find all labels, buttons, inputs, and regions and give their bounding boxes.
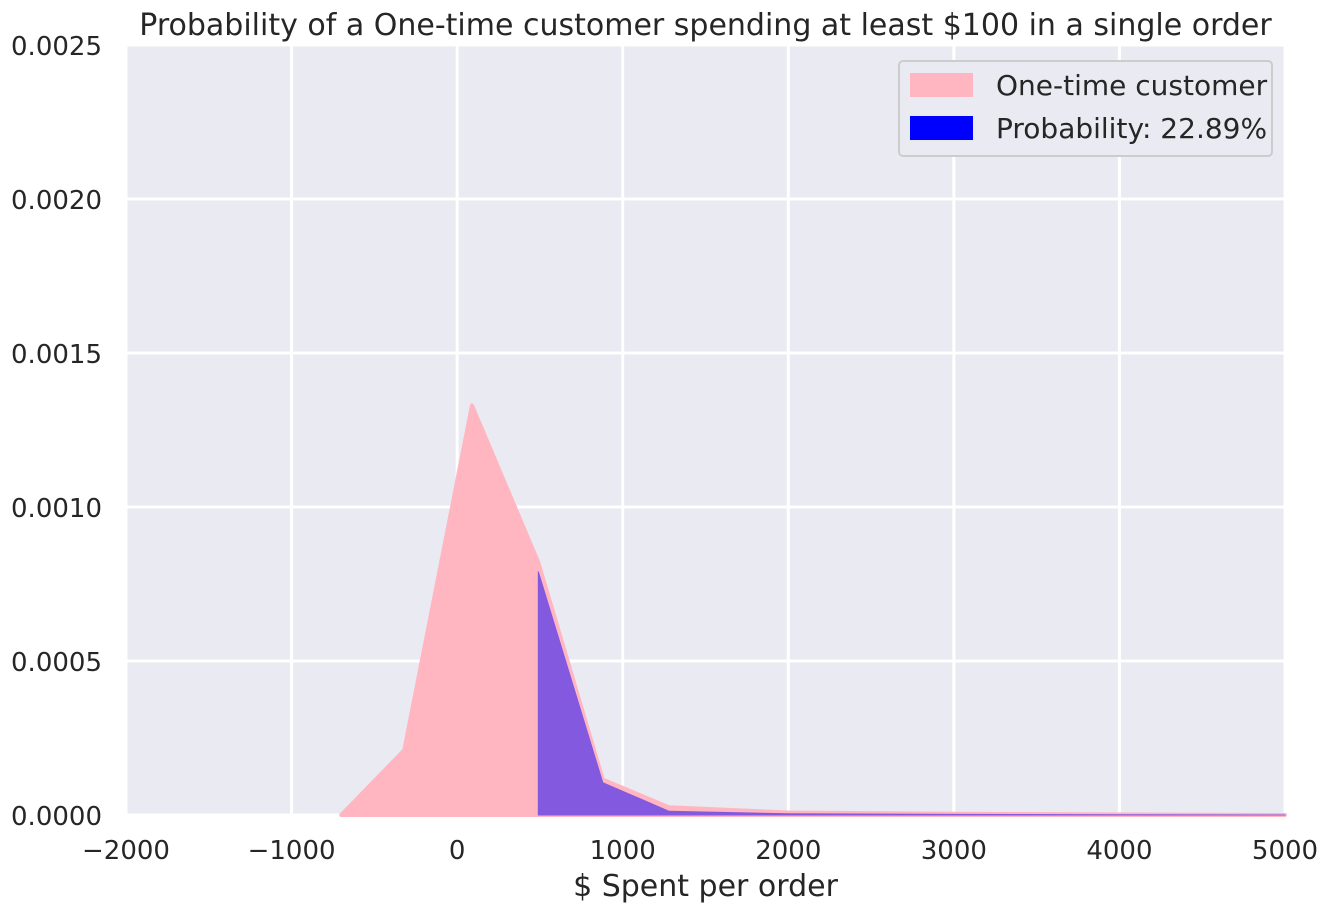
area-probability	[537, 571, 1286, 816]
grid-lines	[124, 43, 1287, 817]
x-tick-labels: −2000 −1000 0 1000 2000 3000 4000 5000	[82, 836, 1318, 866]
y-tick-label: 0.0020	[11, 186, 102, 216]
x-tick-label: 3000	[921, 836, 987, 866]
legend-box	[898, 60, 1273, 157]
y-tick-labels: 0.0000 0.0005 0.0010 0.0015 0.0020 0.0025	[11, 32, 102, 832]
x-tick-label: 2000	[755, 836, 821, 866]
legend-label-one-time-customer: One-time customer	[996, 69, 1268, 102]
y-tick-label: 0.0015	[11, 340, 102, 370]
x-tick-label: −2000	[82, 836, 170, 866]
area-series	[339, 403, 1287, 817]
x-tick-label: 5000	[1252, 836, 1318, 866]
legend: One-time customer Probability: 22.89%	[898, 60, 1273, 157]
x-tick-label: 0	[449, 836, 466, 866]
x-tick-label: 4000	[1086, 836, 1152, 866]
legend-label-probability: Probability: 22.89%	[996, 112, 1267, 145]
legend-swatch-one-time-customer	[910, 73, 973, 97]
y-tick-label: 0.0000	[11, 802, 102, 832]
y-tick-label: 0.0025	[11, 32, 102, 62]
legend-swatch-probability	[910, 116, 973, 140]
y-tick-label: 0.0010	[11, 494, 102, 524]
chart-title: Probability of a One-time customer spend…	[139, 8, 1272, 43]
x-tick-label: 1000	[590, 836, 656, 866]
x-axis-label: $ Spent per order	[573, 869, 839, 904]
y-tick-label: 0.0005	[11, 648, 102, 678]
x-tick-label: −1000	[248, 836, 336, 866]
plot-background	[126, 45, 1285, 815]
